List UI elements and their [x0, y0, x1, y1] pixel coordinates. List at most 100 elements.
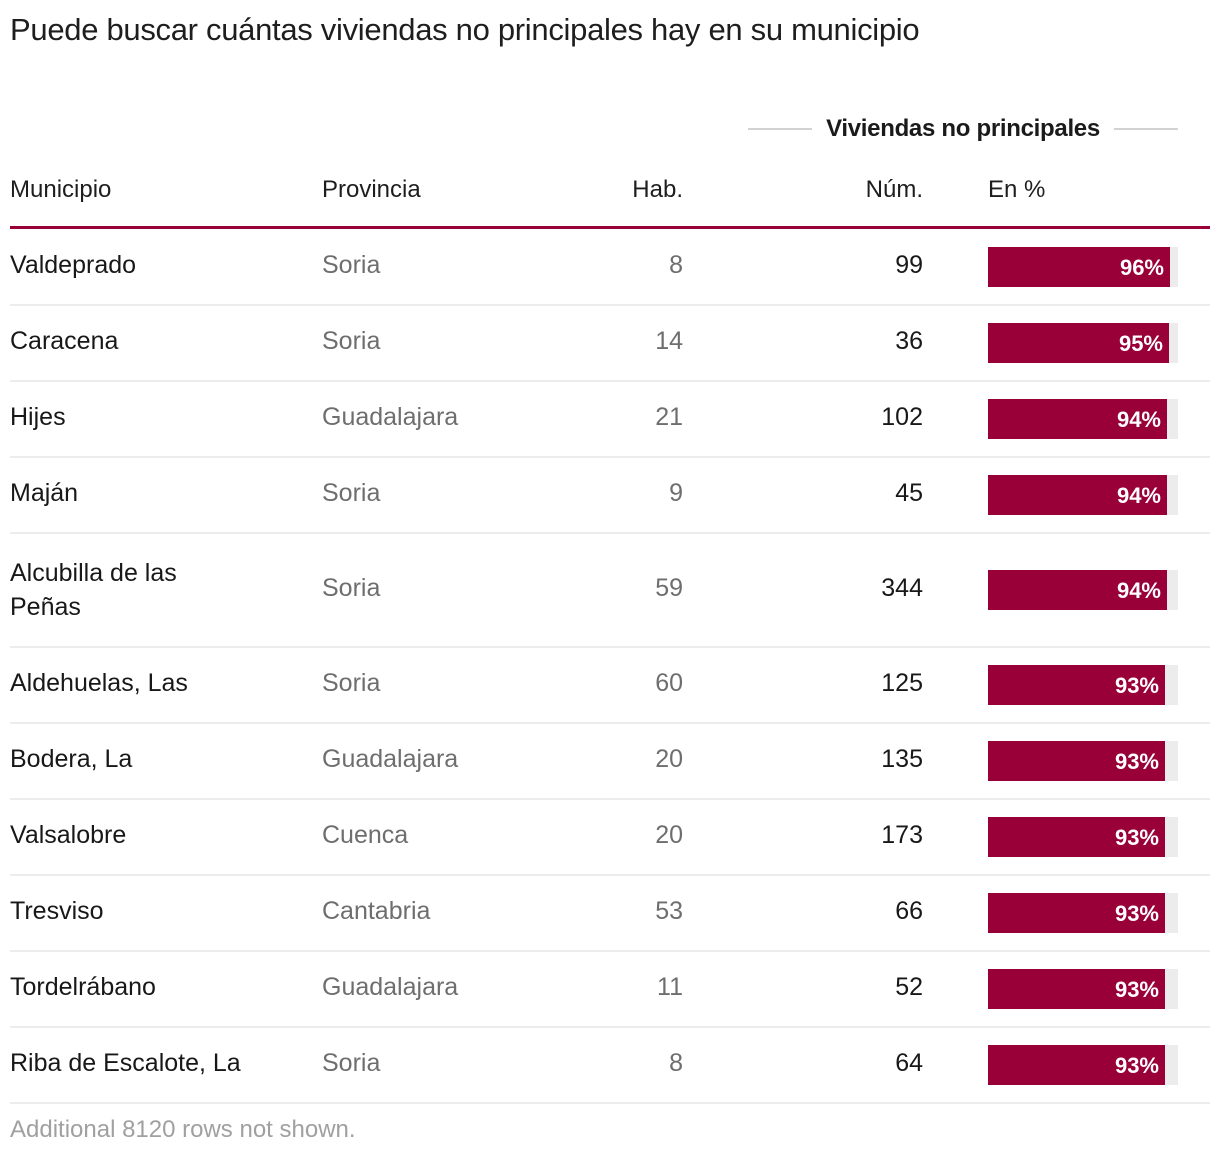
pct-bar-label: 96%	[1119, 255, 1164, 280]
pct-bar: 93%	[988, 741, 1165, 781]
cell-provincia: Soria	[322, 574, 381, 602]
pct-bar: 95%	[988, 323, 1169, 363]
pct-bar-track: 94%	[988, 570, 1178, 610]
cell-hab: 11	[657, 973, 683, 1001]
cell-hab: 59	[655, 574, 683, 602]
pct-bar: 93%	[988, 1045, 1165, 1085]
cell-num: 45	[895, 479, 923, 507]
cell-municipio: Maján	[10, 479, 79, 507]
column-header-hab[interactable]: Hab.	[632, 176, 683, 203]
cell-num: 102	[881, 403, 923, 431]
cell-municipio: Hijes	[10, 403, 66, 431]
pct-bar-label: 93%	[1114, 673, 1159, 698]
cell-num: 135	[881, 745, 923, 773]
group-header-left-rule	[748, 128, 813, 130]
cell-provincia: Guadalajara	[322, 973, 459, 1001]
cell-municipio: Tresviso	[10, 897, 104, 925]
table-row: Valdeprado Soria 8 99 96%	[10, 230, 1210, 306]
pct-bar-track: 93%	[988, 741, 1178, 781]
cell-hab: 8	[669, 251, 683, 279]
cell-municipio: Riba de Escalote, La	[10, 1049, 241, 1077]
cell-provincia: Soria	[322, 479, 381, 507]
cell-municipio: Valsalobre	[10, 821, 127, 849]
pct-bar-label: 93%	[1114, 901, 1159, 926]
table-row: Tresviso Cantabria 53 66 93%	[10, 876, 1210, 952]
pct-bar-label: 93%	[1114, 825, 1159, 850]
table-row: Valsalobre Cuenca 20 173 93%	[10, 800, 1210, 876]
table-row: Bodera, La Guadalajara 20 135 93%	[10, 724, 1210, 800]
cell-provincia: Guadalajara	[322, 403, 459, 431]
cell-provincia: Cuenca	[322, 821, 409, 849]
cell-hab: 53	[655, 897, 683, 925]
pct-bar-track: 93%	[988, 1045, 1178, 1085]
table-row: Aldehuelas, Las Soria 60 125 93%	[10, 648, 1210, 724]
cell-num: 125	[881, 669, 923, 697]
table-row: Alcubilla de las Peñas Soria 59 344 94%	[10, 534, 1210, 648]
column-header-num[interactable]: Núm.	[865, 176, 923, 203]
cell-num: 64	[895, 1049, 923, 1077]
table-row: Caracena Soria 14 36 95%	[10, 306, 1210, 382]
cell-num: 66	[895, 897, 923, 925]
pct-bar: 93%	[988, 893, 1165, 933]
cell-num: 36	[895, 327, 923, 355]
table-row: Maján Soria 9 45 94%	[10, 458, 1210, 534]
table-row: Hijes Guadalajara 21 102 94%	[10, 382, 1210, 458]
pct-bar-track: 93%	[988, 817, 1178, 857]
pct-bar: 96%	[988, 247, 1170, 287]
cell-hab: 8	[669, 1049, 683, 1077]
pct-bar-label: 94%	[1116, 578, 1161, 603]
pct-bar-label: 93%	[1114, 749, 1159, 774]
pct-bar-label: 93%	[1114, 977, 1159, 1002]
pct-bar-track: 93%	[988, 893, 1178, 933]
cell-provincia: Soria	[322, 1049, 381, 1077]
pct-bar-track: 94%	[988, 475, 1178, 515]
cell-hab: 20	[655, 821, 683, 849]
cell-municipio: Alcubilla de las Peñas	[10, 559, 177, 621]
footer-note: Additional 8120 rows not shown.	[10, 1116, 356, 1143]
cell-municipio: Tordelrábano	[10, 973, 156, 1001]
cell-provincia: Soria	[322, 327, 381, 355]
table-row: Riba de Escalote, La Soria 8 64 93%	[10, 1028, 1210, 1104]
cell-hab: 20	[655, 745, 683, 773]
pct-bar-label: 93%	[1114, 1053, 1159, 1078]
header-rule	[10, 226, 1210, 229]
cell-municipio: Bodera, La	[10, 745, 133, 773]
cell-provincia: Soria	[322, 251, 381, 279]
cell-provincia: Soria	[322, 669, 381, 697]
cell-num: 344	[881, 574, 923, 602]
cell-provincia: Guadalajara	[322, 745, 459, 773]
pct-bar-track: 94%	[988, 399, 1178, 439]
cell-municipio: Caracena	[10, 327, 119, 355]
pct-bar: 93%	[988, 969, 1165, 1009]
cell-num: 52	[895, 973, 923, 1001]
table-row: Tordelrábano Guadalajara 11 52 93%	[10, 952, 1210, 1028]
pct-bar: 94%	[988, 475, 1167, 515]
pct-bar: 93%	[988, 817, 1165, 857]
group-header: Viviendas no principales	[748, 112, 1179, 146]
pct-bar-label: 95%	[1118, 331, 1163, 356]
pct-bar-label: 94%	[1116, 483, 1161, 508]
pct-bar: 94%	[988, 570, 1167, 610]
cell-hab: 21	[655, 403, 683, 431]
pct-bar-label: 94%	[1116, 407, 1161, 432]
cell-municipio: Aldehuelas, Las	[10, 669, 188, 697]
column-header-provincia[interactable]: Provincia	[322, 176, 421, 203]
cell-municipio: Valdeprado	[10, 251, 137, 279]
cell-num: 99	[895, 251, 923, 279]
pct-bar-track: 93%	[988, 665, 1178, 705]
column-header-municipio[interactable]: Municipio	[10, 176, 112, 203]
pct-bar: 93%	[988, 665, 1165, 705]
group-header-label: Viviendas no principales	[826, 115, 1100, 142]
group-header-right-rule	[1113, 128, 1179, 130]
cell-provincia: Cantabria	[322, 897, 431, 925]
page-title: Puede buscar cuántas viviendas no princi…	[10, 12, 920, 47]
column-header-pct[interactable]: En %	[988, 176, 1046, 203]
pct-bar: 94%	[988, 399, 1167, 439]
cell-hab: 9	[669, 479, 683, 507]
cell-hab: 60	[655, 669, 683, 697]
cell-num: 173	[881, 821, 923, 849]
pct-bar-track: 96%	[988, 247, 1178, 287]
pct-bar-track: 93%	[988, 969, 1178, 1009]
cell-hab: 14	[655, 327, 683, 355]
pct-bar-track: 95%	[988, 323, 1178, 363]
